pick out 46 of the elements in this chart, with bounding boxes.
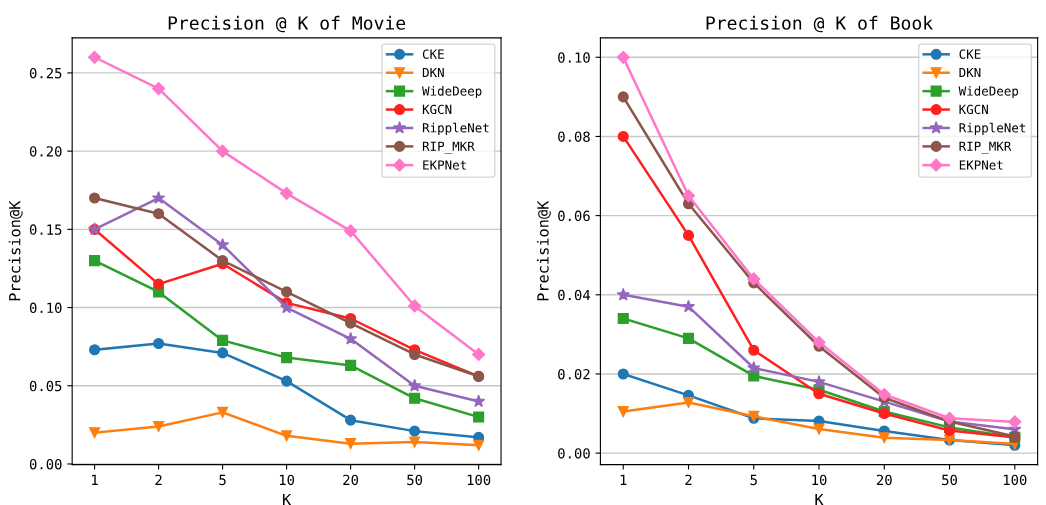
y-tick-label: 0.05 xyxy=(29,380,62,392)
x-tick-label: 100 xyxy=(1003,474,1027,486)
x-tick-label: 20 xyxy=(876,474,892,486)
y-tick-label: 0.02 xyxy=(558,368,590,380)
legend-label: EKPNet xyxy=(959,160,1003,170)
x-tick-label: 50 xyxy=(407,474,423,486)
y-tick-label: 0.00 xyxy=(558,448,590,459)
y-tick-label: 0.10 xyxy=(558,52,590,63)
legend-label: RIP_MKR xyxy=(422,141,475,154)
y-tick-label: 0.20 xyxy=(29,146,62,157)
x-tick-label: 50 xyxy=(942,474,957,486)
y-tick-label: 0.15 xyxy=(29,224,62,235)
y-tick-label: 0.00 xyxy=(29,458,62,470)
legend-label: KGCN xyxy=(422,104,452,115)
legend-label: WideDeep xyxy=(422,86,482,99)
x-tick-label: 20 xyxy=(343,474,359,486)
y-tick-label: 0.04 xyxy=(558,289,591,301)
x-tick-label: 5 xyxy=(219,474,226,486)
chart-title: Precision @ K of Movie xyxy=(168,15,406,33)
x-tick-label: 10 xyxy=(279,474,295,486)
x-tick-label: 100 xyxy=(467,474,491,486)
y-tick-label: 0.06 xyxy=(558,210,590,222)
x-tick-label: 2 xyxy=(685,474,692,485)
legend-label: WideDeep xyxy=(958,86,1019,99)
legend-label: DKN xyxy=(422,67,444,78)
legend-label: KGCN xyxy=(959,104,988,115)
chart-title: Precision @ K of Book xyxy=(706,15,933,33)
legend-label: RIP_MKR xyxy=(959,141,1012,154)
y-axis-title: Precision@K xyxy=(536,200,551,301)
legend-label: RippleNet xyxy=(959,122,1026,135)
legend-label: CKE xyxy=(959,49,981,59)
y-axis-title: Precision@K xyxy=(8,200,23,301)
x-axis-title: K xyxy=(815,493,824,505)
x-axis-title: K xyxy=(283,493,292,505)
x-tick-label: 1 xyxy=(620,474,627,485)
legend-label: RippleNet xyxy=(422,122,489,135)
legend-label: EKPNet xyxy=(423,160,466,170)
x-tick-label: 10 xyxy=(812,474,827,486)
x-tick-label: 1 xyxy=(92,474,98,485)
y-tick-label: 0.10 xyxy=(29,302,62,314)
legend-label: DKN xyxy=(959,67,981,78)
x-tick-label: 5 xyxy=(750,474,757,486)
x-tick-label: 2 xyxy=(155,474,162,485)
y-tick-label: 0.08 xyxy=(558,131,590,142)
y-tick-label: 0.25 xyxy=(29,67,62,79)
legend-label: CKE xyxy=(422,49,444,59)
